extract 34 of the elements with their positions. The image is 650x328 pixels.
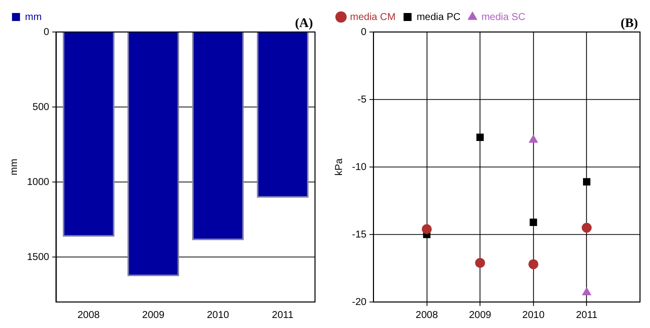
y-axis-title: mm	[8, 158, 20, 176]
point	[582, 288, 592, 296]
x-tick-label: 2011	[272, 310, 294, 321]
point	[476, 134, 484, 141]
point	[582, 222, 592, 233]
legend-label: media PC	[416, 12, 460, 23]
y-tick-label: -15	[352, 229, 367, 240]
x-tick-label: 2008	[77, 310, 100, 321]
text: (A)	[294, 14, 313, 30]
legend-label: media CM	[350, 12, 396, 23]
y-tick-label: -20	[352, 296, 367, 308]
x-tick-label: 2011	[576, 310, 598, 321]
y-tick-label: 0	[360, 26, 367, 38]
y-tick-label: -5	[358, 94, 367, 106]
point	[528, 259, 538, 270]
y-axis-title: kPa	[334, 158, 345, 176]
x-tick-label: 2008	[416, 310, 438, 321]
y-tick-label: 500	[32, 102, 50, 113]
point	[530, 218, 538, 226]
x-tick-label: 2009	[468, 310, 492, 321]
y-tick-label: 1500	[26, 252, 50, 263]
x-tick-label: 2010	[522, 310, 545, 321]
x-tick-label: 2009	[142, 310, 165, 321]
legend-label: media SC	[481, 12, 526, 23]
x-tick-label: 2010	[206, 310, 230, 321]
y-tick-label: 1000	[26, 176, 50, 188]
legend-label: mm	[25, 12, 42, 23]
y-tick-label: -10	[352, 162, 367, 173]
text: (B)	[620, 14, 638, 30]
point	[583, 178, 590, 186]
y-tick-label: 0	[44, 26, 50, 38]
point	[475, 258, 486, 268]
point	[422, 224, 432, 234]
point	[528, 135, 538, 143]
